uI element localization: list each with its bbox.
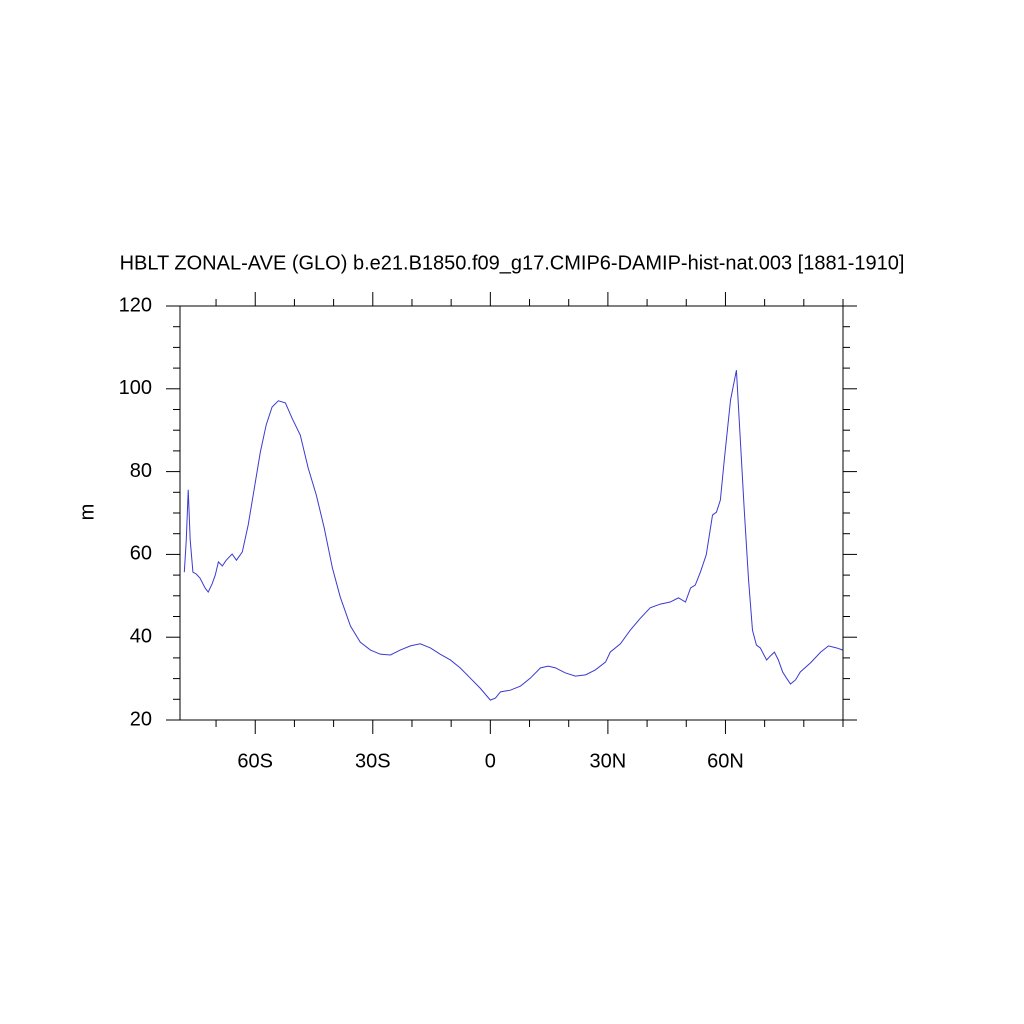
y-tick-label: 100 bbox=[119, 377, 152, 399]
data-line bbox=[183, 370, 843, 701]
y-tick-label: 80 bbox=[130, 460, 152, 482]
y-tick-label: 20 bbox=[130, 708, 152, 730]
y-tick-label: 60 bbox=[130, 543, 152, 565]
x-tick-label: 0 bbox=[485, 750, 496, 772]
y-tick-label: 40 bbox=[130, 625, 152, 647]
x-tick-label: 30N bbox=[590, 750, 627, 772]
chart-title: HBLT ZONAL-AVE (GLO) b.e21.B1850.f09_g17… bbox=[120, 252, 905, 274]
y-axis-label: m bbox=[76, 504, 98, 521]
x-tick-label: 60N bbox=[707, 750, 744, 772]
plot-frame bbox=[179, 305, 844, 721]
y-tick-label: 120 bbox=[119, 294, 152, 316]
x-tick-label: 30S bbox=[355, 750, 391, 772]
x-tick-label: 60S bbox=[237, 750, 273, 772]
